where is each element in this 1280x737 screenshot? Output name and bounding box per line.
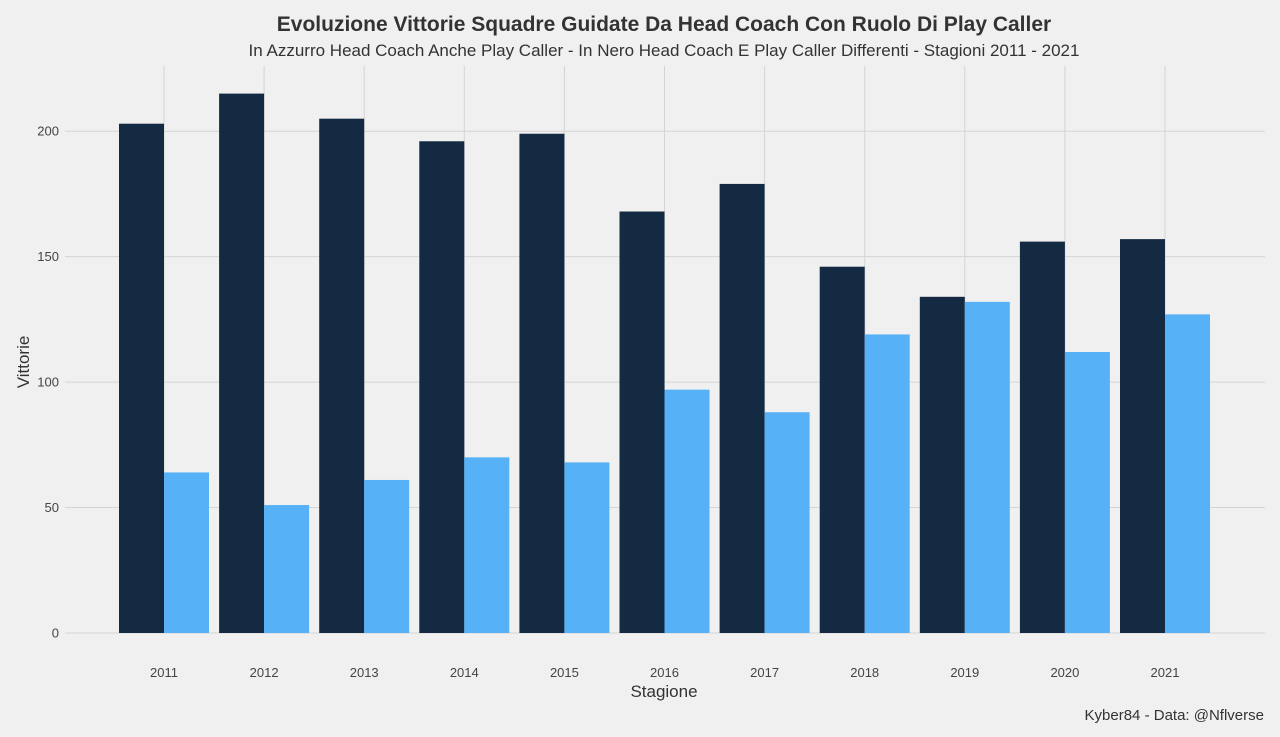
- bar-series-2: [164, 472, 209, 633]
- bar-series-1: [1120, 239, 1165, 633]
- bar-layer: [119, 93, 1210, 633]
- x-tick-label: 2012: [250, 665, 279, 680]
- x-tick-label: 2015: [550, 665, 579, 680]
- bar-series-1: [519, 133, 565, 633]
- x-tick-label: 2021: [1151, 665, 1180, 680]
- x-tick-label: 2019: [950, 665, 979, 680]
- x-tick-label: 2020: [1050, 665, 1079, 680]
- x-tick-label: 2014: [450, 665, 479, 680]
- bar-series-2: [864, 334, 910, 633]
- bar-series-2: [364, 479, 410, 633]
- bar-series-1: [119, 123, 164, 633]
- bar-series-2: [1064, 352, 1110, 633]
- bar-series-1: [719, 183, 765, 633]
- y-tick-label: 150: [37, 249, 59, 264]
- y-axis-title: Vittorie: [14, 336, 33, 389]
- bar-series-1: [319, 118, 365, 633]
- bar-series-2: [764, 412, 810, 633]
- x-axis-title: Stagione: [630, 682, 697, 701]
- bar-series-1: [1019, 241, 1065, 633]
- bar-series-1: [219, 93, 265, 633]
- tick-layer: 0 50 100 150 200 2011 2012 2013 2014 2015 2016 2017…: [37, 124, 1179, 680]
- bar-series-2: [564, 462, 610, 633]
- chart-title: Evoluzione Vittorie Squadre Guidate Da H…: [277, 13, 1051, 36]
- chart-caption: Kyber84 - Data: @Nflverse: [1085, 707, 1264, 724]
- bar-series-2: [964, 301, 1010, 633]
- chart-subtitle: In Azzurro Head Coach Anche Play Caller …: [249, 41, 1080, 60]
- y-tick-label: 0: [52, 626, 59, 641]
- bar-series-2: [664, 389, 710, 633]
- x-tick-label: 2018: [850, 665, 879, 680]
- bar-series-2: [1165, 314, 1210, 633]
- x-tick-label: 2011: [150, 665, 178, 680]
- bar-series-1: [919, 296, 965, 633]
- x-tick-label: 2017: [750, 665, 779, 680]
- y-tick-label: 50: [45, 500, 59, 515]
- x-tick-label: 2013: [350, 665, 379, 680]
- y-tick-label: 100: [37, 375, 59, 390]
- bar-series-2: [464, 457, 510, 633]
- bar-series-2: [264, 505, 310, 633]
- bar-series-1: [419, 141, 465, 633]
- bar-series-1: [819, 266, 865, 633]
- y-tick-label: 200: [37, 124, 59, 139]
- x-tick-label: 2016: [650, 665, 679, 680]
- bar-series-1: [619, 211, 665, 633]
